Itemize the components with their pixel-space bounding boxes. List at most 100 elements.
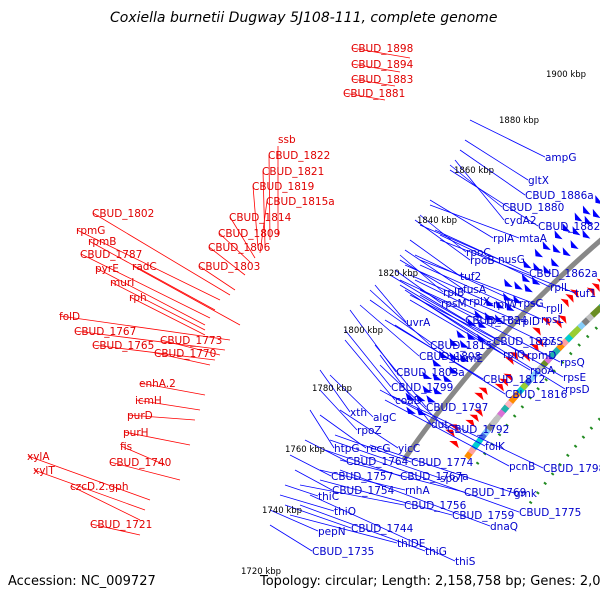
gene-label[interactable]: CBUD_1898	[351, 43, 413, 55]
gene-label[interactable]: CBUD_1774	[411, 457, 474, 469]
gene-label[interactable]: rpsM	[441, 298, 467, 310]
gene-label[interactable]: CBUD_1862a	[529, 268, 598, 280]
gene-label[interactable]: folD	[59, 311, 80, 323]
gene-label[interactable]: purH	[123, 427, 149, 439]
gene-label[interactable]: rpsL	[541, 314, 563, 326]
gene-label[interactable]: CBUD_1799	[391, 382, 453, 394]
gene-label[interactable]: CBUD_1773	[160, 335, 222, 347]
gene-label[interactable]: coaD	[395, 395, 422, 407]
gene-label[interactable]: CBUD_1769	[464, 487, 526, 499]
gene-label[interactable]: CBUD_1821	[262, 166, 324, 178]
gene-label[interactable]: rpoA	[530, 365, 555, 377]
gene-label[interactable]: rplX	[469, 296, 490, 308]
gene-label[interactable]: rpmG	[76, 225, 105, 237]
gene-label[interactable]: fusA	[463, 284, 487, 296]
gene-label[interactable]: rpsQ	[560, 357, 585, 369]
gene-label[interactable]: mtaA	[519, 233, 548, 245]
gene-label[interactable]: rpIB	[443, 287, 464, 299]
gene-label[interactable]: rpsS	[540, 336, 563, 348]
gene-label[interactable]: radC	[132, 261, 157, 273]
gene-label[interactable]: rplW	[493, 299, 518, 311]
gene-label[interactable]: CBUD_1797	[426, 402, 488, 414]
gene-label[interactable]: uvrA	[406, 317, 431, 329]
gene-label[interactable]: spoT	[440, 473, 466, 485]
gene-label[interactable]: CBUD_1740	[109, 457, 171, 469]
gene-label[interactable]: dnaQ	[490, 521, 518, 533]
gene-label[interactable]: CBUD_1814	[229, 212, 292, 224]
gene-label[interactable]: rpsH	[486, 315, 510, 327]
gene-label[interactable]: ssb	[278, 134, 296, 146]
gene-label[interactable]: thiG	[425, 546, 447, 558]
gene-label[interactable]: rpoZ	[357, 425, 382, 437]
gene-label[interactable]: tuf2	[460, 271, 481, 283]
gene-label[interactable]: CBUD_1806	[208, 242, 271, 254]
gene-label[interactable]: rpmB	[88, 236, 116, 248]
gene-label[interactable]: rplA	[493, 233, 515, 245]
gene-label[interactable]: dut	[431, 419, 448, 431]
gene-label[interactable]: tuf1	[575, 288, 596, 300]
gene-label[interactable]: CBUD_1883	[351, 74, 413, 86]
gene-label[interactable]: nusG	[498, 254, 525, 266]
gene-label[interactable]: CBUD_1764	[346, 456, 409, 468]
gene-label[interactable]: CBUD_1803	[198, 261, 260, 273]
gene-label[interactable]: gmk	[514, 488, 538, 500]
gene-label[interactable]: CBUD_1882	[538, 221, 600, 233]
gene-label[interactable]: rplL	[550, 282, 570, 294]
gene-label[interactable]: cydA2	[504, 215, 537, 227]
gene-label[interactable]: thiC	[318, 491, 339, 503]
gene-label[interactable]: CBUD_1759	[452, 510, 514, 522]
gene-label[interactable]: CBUD_1767a	[400, 471, 469, 483]
gene-label[interactable]: gltX	[528, 175, 549, 187]
gene-label[interactable]: hemE	[453, 353, 483, 365]
gene-label[interactable]: rpoC	[466, 247, 491, 259]
gene-label[interactable]: CBUD_1809	[218, 228, 280, 240]
gene-label[interactable]: CBUD_1816	[505, 389, 568, 401]
gene-label[interactable]: CBUD_1744	[351, 523, 414, 535]
gene-label[interactable]: czcD.2.gph	[70, 481, 128, 493]
gene-label[interactable]: CBUD_1822	[268, 150, 330, 162]
gene-label[interactable]: rpsD	[565, 384, 590, 396]
gene-label[interactable]: CBUD_1765	[92, 340, 154, 352]
gene-label[interactable]: pcnB	[509, 461, 535, 473]
gene-label[interactable]: fis	[120, 441, 132, 453]
gene-label[interactable]: CBUD_1812	[483, 374, 545, 386]
gene-label[interactable]: CBUD_1827	[493, 336, 555, 348]
gene-label[interactable]: CBUD_1798	[543, 463, 600, 475]
gene-label[interactable]: recG	[366, 443, 390, 455]
gene-label[interactable]: pepN	[318, 526, 346, 538]
gene-label[interactable]: enhA.2	[139, 378, 176, 390]
gene-label[interactable]: algC	[373, 412, 396, 424]
gene-label[interactable]: xth	[350, 407, 367, 419]
gene-label[interactable]: purD	[127, 410, 153, 422]
gene-label[interactable]: CBUD_1767	[74, 326, 136, 338]
gene-label[interactable]: CBUD_1792	[447, 424, 509, 436]
gene-label[interactable]: CBUD_1881	[343, 88, 405, 100]
gene-label[interactable]: rph	[129, 292, 147, 304]
gene-label[interactable]: CBUD_1754	[332, 485, 395, 497]
gene-label[interactable]: CBUD_1770	[154, 348, 216, 360]
gene-label[interactable]: thiS	[455, 556, 476, 568]
gene-label[interactable]: rplD	[518, 316, 540, 328]
gene-label[interactable]: htpG	[334, 443, 360, 455]
gene-label[interactable]: rpsE	[563, 372, 586, 384]
gene-label[interactable]: CBUD_1886a	[525, 190, 594, 202]
gene-label[interactable]: rnhA	[405, 485, 430, 497]
gene-label[interactable]: CBUD_1815a	[266, 196, 335, 208]
gene-label[interactable]: CBUD_1808	[419, 351, 481, 363]
gene-label[interactable]: rpmD	[527, 350, 556, 362]
gene-label[interactable]: ampG	[545, 152, 576, 164]
gene-label[interactable]: CBUD_1802	[92, 208, 154, 220]
gene-label[interactable]: thiO	[334, 506, 356, 518]
gene-label[interactable]: CBUD_1756	[404, 500, 467, 512]
gene-label[interactable]: rpsG	[519, 298, 544, 310]
gene-label[interactable]: rplJ	[546, 303, 563, 315]
gene-label[interactable]: CBUD_1894	[351, 59, 414, 71]
gene-label[interactable]: CBUD_1824	[465, 315, 528, 327]
gene-label[interactable]: CBUD_1757	[331, 471, 393, 483]
gene-label[interactable]: yicC	[398, 443, 420, 455]
gene-label[interactable]: xylT	[33, 465, 55, 477]
gene-label[interactable]: CBUD_1721	[90, 519, 152, 531]
gene-label[interactable]: CBUD_1775	[519, 507, 581, 519]
gene-label[interactable]: CBUD_1815	[430, 340, 492, 352]
gene-label[interactable]: CBUD_1787	[80, 249, 142, 261]
